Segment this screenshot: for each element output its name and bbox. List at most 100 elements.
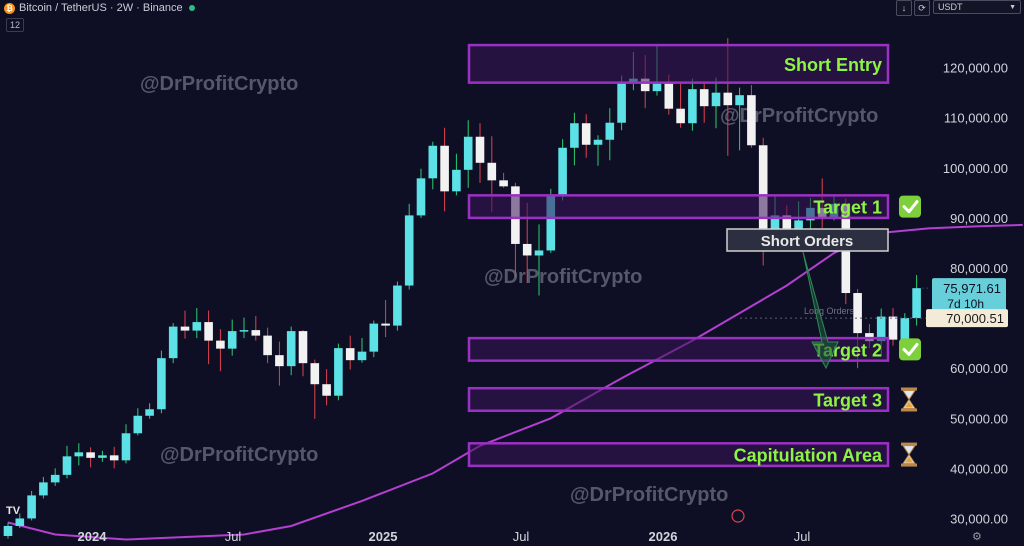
candle-body (86, 452, 95, 458)
candle-body (263, 335, 272, 356)
watermark-layer: @DrProfitCrypto @DrProfitCrypto @DrProfitC… (140, 73, 878, 506)
currency-select[interactable]: USDT ▼ (933, 0, 1021, 14)
candle-body (876, 316, 886, 342)
indicator-value-badge[interactable]: 12 (6, 18, 25, 32)
candle-body (723, 92, 733, 106)
candle-body (652, 81, 662, 92)
price-tick-label: 30,000.00 (950, 511, 1008, 526)
replay-button[interactable]: ⟳ (914, 0, 930, 16)
candle-body (440, 145, 449, 192)
candle-body (475, 136, 485, 163)
candle-body (546, 195, 556, 251)
candle-body (27, 495, 36, 519)
candle-body (463, 136, 473, 170)
check-icon-bg (899, 195, 921, 218)
hourglass-icon-glass (902, 445, 916, 465)
candle-body (605, 122, 615, 140)
zone-label: Short Entry (784, 55, 882, 75)
short-orders-box[interactable] (726, 228, 889, 252)
indicator-value: 12 (10, 20, 21, 30)
candle-body (239, 330, 249, 332)
zone-box[interactable] (467, 43, 890, 84)
current-price-badge (932, 278, 1006, 313)
time-tick-label: 2026 (649, 529, 678, 544)
level-price-badge (926, 309, 1008, 328)
candle-body (428, 145, 438, 179)
hourglass-icon-sand (905, 401, 913, 408)
candle-body (298, 331, 308, 364)
candle-body (216, 340, 225, 349)
candle-body (782, 215, 792, 233)
long-orders-label: Long Orders (804, 306, 855, 316)
check-icon-mark (902, 200, 919, 214)
check-icon (899, 338, 921, 361)
candle-body (286, 331, 296, 367)
zone-box[interactable] (467, 194, 890, 220)
time-tick-label: Jul (225, 529, 242, 544)
candle-body (227, 331, 237, 349)
currency-label: USDT (938, 2, 963, 12)
candle-body (251, 330, 261, 336)
hourglass-icon-sand (905, 456, 913, 463)
countdown-label: 7d 10h (947, 297, 984, 311)
zone-label: Target 3 (813, 390, 882, 410)
candle-body (617, 82, 626, 123)
download-button[interactable]: ↓ (896, 0, 912, 16)
candle-body (912, 288, 921, 319)
candle-body (853, 293, 862, 334)
price-tick-label: 60,000.00 (950, 361, 1008, 376)
zone-box[interactable] (467, 386, 890, 413)
check-icon (899, 195, 921, 218)
tradingview-logo: TV (6, 505, 21, 517)
candle-body (770, 215, 780, 234)
bitcoin-icon: ₿ (4, 2, 15, 14)
candle-body (310, 363, 320, 385)
candle-body (794, 220, 803, 233)
candle-body (711, 92, 721, 107)
candle-body (39, 482, 48, 496)
symbol-header[interactable]: ₿ Bitcoin / TetherUS · 2W · Binance (4, 0, 195, 16)
lightning-icon[interactable] (731, 509, 745, 523)
price-tick-label: 120,000.00 (943, 61, 1008, 76)
zone-box[interactable] (467, 336, 890, 362)
replay-icon: ⟳ (918, 2, 926, 13)
time-tick-label: Jul (794, 529, 811, 544)
candle-body (345, 348, 355, 361)
hourglass-icon (901, 442, 917, 467)
candle-body (404, 215, 414, 286)
candle-body (747, 95, 756, 146)
watermark-text: @DrProfitCrypto (720, 105, 878, 127)
symbol-title: Bitcoin / TetherUS · 2W · Binance (19, 2, 183, 14)
check-icon-mark (902, 342, 919, 356)
candle-body (522, 243, 532, 256)
hourglass-icon-top (901, 442, 917, 446)
candle-body (62, 456, 72, 475)
chevron-down-icon: ▼ (1009, 3, 1016, 11)
candle-body (416, 178, 426, 216)
candle-body (581, 123, 591, 145)
annotations-layer: Short Orders Long Orders (726, 228, 930, 370)
candle-body (570, 123, 579, 148)
level-price-label: 70,000.51 (946, 311, 1004, 326)
candle-body (145, 409, 154, 416)
price-tick-label: 80,000.00 (950, 261, 1008, 276)
candle-body (157, 358, 166, 410)
settings-icon[interactable]: ⚙ (972, 531, 982, 543)
current-price-label: 75,971.61 (943, 281, 1001, 296)
down-arrow-icon (802, 251, 839, 370)
candle-body (369, 323, 379, 352)
price-tick-label: 100,000.00 (943, 161, 1008, 176)
zone-label: Capitulation Area (734, 446, 883, 466)
zone-box[interactable] (467, 442, 890, 468)
watermark-text: @DrProfitCrypto (570, 484, 728, 506)
candle-body (593, 139, 603, 145)
candle-body (735, 95, 744, 106)
time-axis: 2024 Jul 2025 Jul 2026 Jul TV (6, 505, 810, 544)
candle-body (322, 384, 331, 396)
candle-body (900, 318, 910, 340)
time-tick-label: 2025 (369, 529, 398, 544)
candle-body (664, 81, 674, 109)
candle-body (334, 348, 343, 396)
